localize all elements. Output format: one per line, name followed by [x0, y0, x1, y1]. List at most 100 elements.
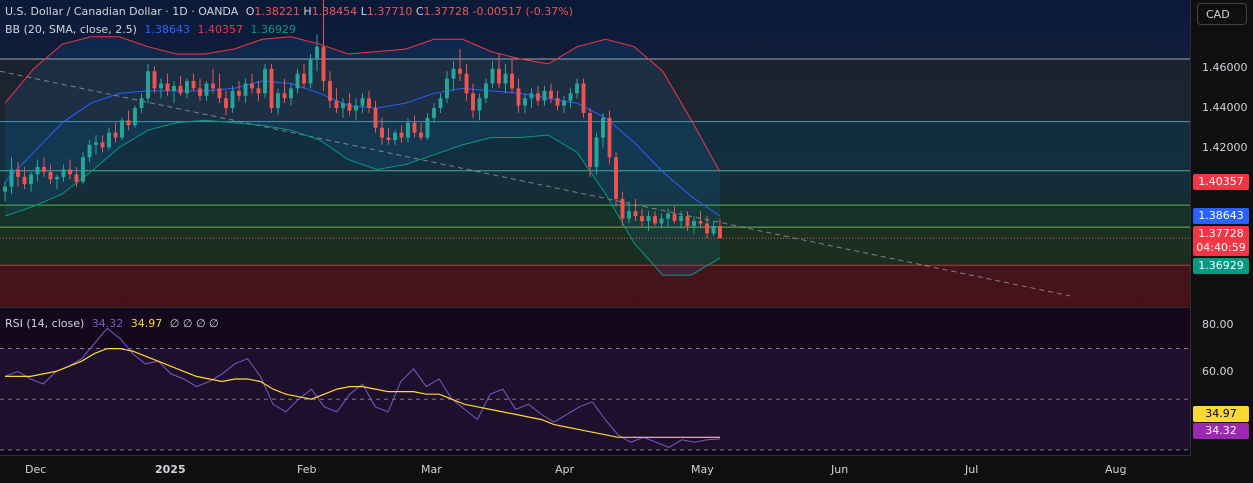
- candle-body: [562, 100, 566, 106]
- candle: [152, 66, 157, 94]
- candle: [237, 81, 241, 101]
- price-legend: U.S. Dollar / Canadian Dollar · 1D · OAN…: [5, 5, 577, 18]
- candle: [471, 83, 475, 118]
- candle: [94, 135, 98, 155]
- bb-upper-value: 1.40357: [197, 23, 243, 36]
- candle: [308, 54, 313, 89]
- candle-body: [9, 169, 14, 187]
- candle-body: [42, 167, 46, 172]
- candle-body: [276, 93, 280, 109]
- candle: [269, 63, 274, 113]
- candle-body: [243, 83, 248, 96]
- candle: [204, 81, 209, 101]
- candle-body: [113, 132, 118, 138]
- candle-body: [94, 142, 98, 145]
- candle-body: [614, 157, 618, 199]
- bb-basis-tag: 1.38643: [1193, 208, 1249, 224]
- low-value: 1.37710: [366, 5, 413, 18]
- bb-lower-line: [4, 119, 721, 276]
- open-value: 1.38221: [254, 5, 300, 18]
- rsi-ma-tag: 34.97: [1193, 406, 1249, 422]
- candle: [100, 135, 105, 153]
- candle-body: [419, 132, 423, 138]
- candle-body: [679, 216, 683, 222]
- candle: [633, 198, 638, 222]
- high-value: 1.38454: [311, 5, 358, 18]
- candle-body: [380, 127, 384, 138]
- x-tick-may: May: [691, 463, 714, 476]
- candle-body: [308, 58, 313, 84]
- candle: [81, 152, 85, 185]
- candle-body: [217, 88, 222, 99]
- candle: [107, 127, 111, 150]
- candle-body: [568, 93, 573, 101]
- candle: [549, 83, 553, 104]
- candle-body: [490, 68, 495, 84]
- candle: [347, 93, 352, 116]
- candle-body: [367, 98, 371, 109]
- candle-body: [633, 211, 638, 217]
- candle-body: [360, 98, 365, 106]
- candle-body: [659, 218, 664, 224]
- candle: [3, 181, 7, 202]
- candle: [484, 78, 488, 104]
- candle-body: [120, 120, 124, 138]
- candle: [672, 206, 677, 224]
- rsi-line: [4, 327, 721, 448]
- candle-body: [640, 216, 644, 222]
- rsi-ma-line: [5, 348, 720, 438]
- candle-body: [152, 71, 157, 89]
- candle: [620, 191, 625, 226]
- candle-body: [256, 88, 261, 94]
- candle: [178, 76, 183, 96]
- candle-body: [607, 117, 612, 158]
- candle-body: [146, 71, 150, 99]
- bb-legend[interactable]: BB (20, SMA, close, 2.5) 1.38643 1.40357…: [5, 23, 300, 36]
- close-value: 1.37728: [423, 5, 470, 18]
- candle: [87, 139, 92, 163]
- candle-body: [510, 73, 514, 89]
- candle-body: [126, 120, 131, 126]
- rsi-legend[interactable]: RSI (14, close) 34.32 34.97 ∅ ∅ ∅ ∅: [5, 317, 223, 330]
- x-tick-apr: Apr: [555, 463, 575, 476]
- candle: [9, 157, 14, 195]
- candle: [451, 61, 456, 91]
- candle: [659, 213, 664, 229]
- candle: [302, 63, 306, 89]
- bb-lower-tag: 1.36929: [1193, 258, 1249, 274]
- rsi-panel-bg: [0, 308, 1190, 455]
- candle: [614, 152, 618, 207]
- candle-body: [61, 169, 66, 177]
- bar-countdown: 04:40:59: [1196, 241, 1246, 254]
- candle-body: [406, 122, 410, 138]
- symbol-title[interactable]: U.S. Dollar / Canadian Dollar · 1D · OAN…: [5, 5, 239, 18]
- candle: [503, 63, 508, 94]
- candle-body: [172, 85, 176, 91]
- candle: [191, 73, 196, 91]
- candle-body: [334, 100, 339, 109]
- candle-body: [16, 169, 20, 177]
- candle: [627, 201, 631, 224]
- candle: [126, 110, 131, 131]
- candle-body: [692, 221, 696, 226]
- candle-body: [471, 93, 475, 111]
- candle: [243, 78, 248, 104]
- candle: [666, 208, 670, 226]
- rsi-tick-80: 80.00: [1202, 318, 1234, 331]
- candle: [16, 162, 20, 187]
- candle: [380, 117, 384, 145]
- candle: [529, 88, 534, 109]
- candle: [48, 164, 53, 185]
- candle-body: [302, 73, 306, 84]
- bb-basis-value: 1.38643: [144, 23, 190, 36]
- zone-band: [0, 265, 1190, 307]
- candle-body: [87, 144, 92, 158]
- currency-button[interactable]: CAD: [1197, 3, 1247, 25]
- candle-body: [107, 132, 111, 148]
- candle: [172, 81, 176, 104]
- candle: [146, 63, 150, 104]
- candle-body: [191, 81, 196, 89]
- candle-body: [523, 98, 527, 106]
- candle: [367, 90, 371, 113]
